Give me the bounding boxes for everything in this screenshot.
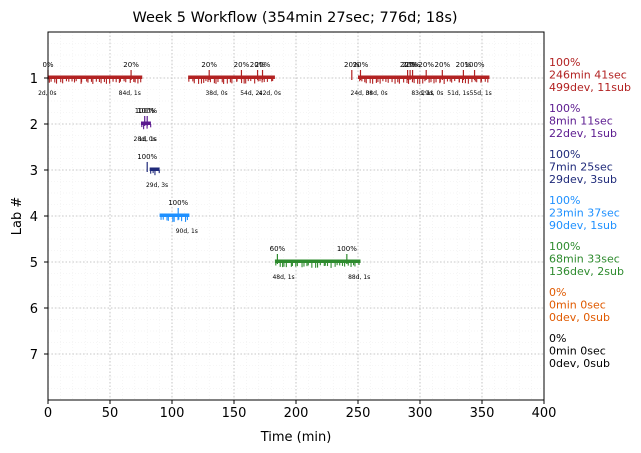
submission-count-label: 83d, 1s: [411, 90, 433, 97]
lab-6-summary-line: 0min 0sec: [549, 299, 606, 312]
y-tick-label: 6: [30, 302, 38, 317]
y-tick-label: 3: [30, 164, 38, 179]
lab-7-summary-line: 0dev, 0sub: [549, 357, 610, 370]
submission-count-label: 2d, 0s: [38, 90, 56, 97]
lab-5-segment: [274, 259, 361, 263]
lab-1-summary-line: 499dev, 11sub: [549, 81, 631, 94]
lab-7-summary-line: 0%: [549, 332, 566, 345]
y-axis-label: Lab #: [10, 197, 25, 236]
x-tick-label: 300: [408, 406, 433, 421]
x-tick-label: 250: [346, 406, 371, 421]
milestone-label: 20%: [250, 61, 266, 69]
submission-count-label: 28d, 0s: [134, 136, 156, 143]
lab-3-segment: [149, 167, 160, 171]
x-tick-label: 150: [222, 406, 247, 421]
milestone-label: 100%: [137, 107, 157, 115]
lab-1-summary-line: 100%: [549, 56, 580, 69]
submission-count-label: 90d, 1s: [176, 228, 198, 235]
lab-7-summary-line: 0min 0sec: [549, 345, 606, 358]
submission-count-label: 51d, 1s: [447, 90, 469, 97]
milestone-label: 20%: [405, 61, 421, 69]
submission-count-label: 1d, 1s: [139, 136, 157, 143]
milestone-marks: 0% 20% 20% 20% 20%20% 20%20% 20%20%20%20% 20% 20…: [38, 61, 492, 281]
y-tick-label: 5: [30, 256, 38, 271]
lab-3-summary-line: 100%: [549, 148, 580, 161]
submission-count-label: 38d, 0s: [205, 90, 227, 97]
lab-1-segment: [188, 75, 275, 79]
timeline-bars: [48, 75, 490, 268]
chart-title: Week 5 Workflow (354min 27sec; 776d; 18s…: [132, 10, 457, 26]
lab-2-summary-line: 8min 11sec: [549, 115, 613, 128]
lab-4-summary-line: 100%: [549, 194, 580, 207]
milestone-label: 100%: [168, 199, 188, 207]
y-tick-label: 4: [30, 210, 38, 225]
grid: [47, 32, 545, 400]
submission-count-label: 48d, 1s: [272, 274, 294, 281]
lab-4-summary-line: 23min 37sec: [549, 207, 620, 220]
lab-4-segment: [159, 213, 190, 217]
milestone-label: 20%: [400, 61, 416, 69]
submission-count-label: 54d, 2s: [240, 90, 262, 97]
submission-count-label: 42d, 0s: [259, 90, 281, 97]
submission-count-label: 24d, 0s: [351, 90, 373, 97]
submission-count-label: 29d, 0s: [421, 90, 443, 97]
milestone-label: 100%: [337, 245, 357, 253]
milestone-label: 60%: [270, 245, 286, 253]
lab-5-summary-line: 100%: [549, 240, 580, 253]
milestone-label: 20%: [201, 61, 217, 69]
x-tick-label: 200: [284, 406, 309, 421]
milestone-label: 100%: [465, 61, 485, 69]
x-tick-label: 350: [470, 406, 495, 421]
lab-1-segment: [358, 75, 490, 79]
axes: 0 50 100 150 200 250 300 350 400 1 2 3 4 5 6 7: [30, 72, 557, 421]
y-tick-label: 7: [30, 348, 38, 363]
submission-count-label: 29d, 3s: [146, 182, 168, 189]
lab-3-summary-line: 7min 25sec: [549, 161, 613, 174]
milestone-label: 20%: [255, 61, 271, 69]
lab-5-summary-line: 136dev, 2sub: [549, 265, 624, 278]
x-tick-label: 400: [532, 406, 557, 421]
milestone-label: 20%: [402, 61, 418, 69]
milestone-label: 20%: [418, 61, 434, 69]
submission-count-label: 84d, 1s: [119, 90, 141, 97]
lab-2-summary-line: 100%: [549, 102, 580, 115]
x-tick-label: 0: [44, 406, 52, 421]
submission-count-label: 55d, 1s: [470, 90, 492, 97]
lab-2-segment: [141, 121, 151, 125]
lab-5-summary-line: 68min 33sec: [549, 253, 620, 266]
y-tick-label: 2: [30, 118, 38, 133]
submission-count-label: 88d, 1s: [348, 274, 370, 281]
milestone-label: 20%: [353, 61, 369, 69]
lab-6-summary-line: 0dev, 0sub: [549, 311, 610, 324]
lab-1-segment: [48, 75, 143, 79]
y-tick-label: 1: [30, 72, 38, 87]
milestone-label: 20%: [456, 61, 472, 69]
milestone-label: 20%: [234, 61, 250, 69]
milestone-label: 20%: [435, 61, 451, 69]
x-tick-label: 50: [102, 406, 119, 421]
lab-6-summary-line: 0%: [549, 286, 566, 299]
milestone-label: 100%: [137, 153, 157, 161]
x-tick-label: 100: [160, 406, 185, 421]
milestone-label: 100%: [135, 107, 155, 115]
lab-4-summary-line: 90dev, 1sub: [549, 219, 617, 232]
milestone-label: 20%: [344, 61, 360, 69]
lab-3-summary-line: 29dev, 3sub: [549, 173, 617, 186]
milestone-label: 20%: [123, 61, 139, 69]
submission-count-label: 38d, 0s: [365, 90, 387, 97]
lab-2-summary-line: 22dev, 1sub: [549, 127, 617, 140]
x-axis-label: Time (min): [260, 430, 332, 445]
lab-1-summary-line: 246min 41sec: [549, 69, 627, 82]
